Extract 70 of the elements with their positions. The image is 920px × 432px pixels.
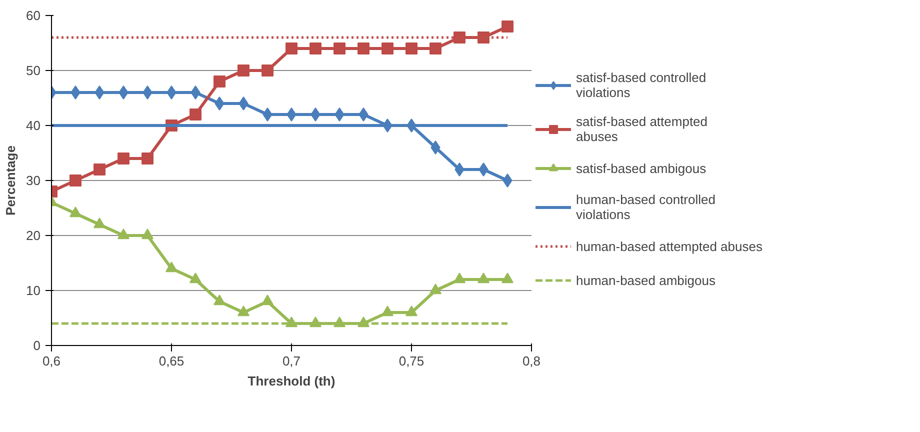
- point: [238, 96, 248, 110]
- point: [118, 86, 128, 100]
- point: [94, 218, 106, 228]
- legend-label: human-based attempted abuses: [576, 238, 762, 254]
- legend-label: human-based ambigous: [576, 272, 716, 288]
- legend-label: human-based controlled violations: [576, 192, 716, 222]
- point: [70, 174, 82, 186]
- point: [478, 32, 490, 44]
- point: [310, 108, 320, 122]
- point: [358, 42, 370, 54]
- y-tick-label: 10: [26, 283, 41, 298]
- y-tick-label: 60: [26, 8, 41, 23]
- point: [190, 86, 200, 100]
- point: [262, 64, 274, 76]
- point: [118, 228, 130, 240]
- point: [94, 86, 104, 100]
- y-tick-label: 30: [26, 173, 41, 188]
- x-tick-label: 0,8: [522, 354, 541, 368]
- point: [430, 284, 442, 294]
- point: [214, 96, 224, 110]
- point: [118, 152, 130, 164]
- y-tick-label: 20: [26, 228, 41, 243]
- point: [502, 20, 514, 32]
- point: [358, 108, 368, 122]
- point: [454, 272, 466, 284]
- point: [190, 272, 202, 284]
- point: [262, 108, 272, 122]
- point: [478, 272, 490, 284]
- point: [430, 140, 440, 154]
- y-tick-label: 0: [33, 338, 41, 353]
- point: [94, 164, 106, 176]
- point: [286, 108, 296, 122]
- x-tick-label: 0,65: [158, 354, 184, 368]
- point: [382, 306, 394, 316]
- point: [502, 174, 512, 188]
- point: [190, 108, 202, 120]
- legend-label: satisf-based controlled violations: [576, 70, 706, 100]
- point: [454, 32, 466, 44]
- point: [238, 306, 250, 316]
- point: [334, 42, 346, 54]
- x-tick-label: 0,7: [282, 354, 301, 368]
- point: [142, 152, 154, 164]
- point: [142, 86, 152, 100]
- point: [310, 42, 322, 54]
- x-axis-title: Threshold (th): [248, 374, 336, 388]
- x-tick-label: 0,75: [398, 354, 424, 368]
- point: [406, 306, 418, 316]
- x-tick-label: 0,6: [42, 354, 61, 368]
- point: [334, 108, 344, 122]
- point: [166, 86, 176, 100]
- point: [70, 86, 80, 100]
- point: [214, 294, 226, 306]
- y-tick-label: 40: [26, 118, 41, 133]
- legend-label: satisf-based attempted abuses: [576, 114, 708, 144]
- point: [286, 42, 298, 54]
- point: [262, 294, 274, 306]
- point: [502, 272, 514, 284]
- point: [238, 64, 250, 76]
- point: [70, 206, 82, 218]
- point: [214, 76, 226, 88]
- legend-label: satisf-based ambigous: [576, 160, 706, 176]
- y-axis-title: Percentage: [3, 145, 18, 216]
- point: [166, 262, 178, 272]
- point: [142, 228, 154, 240]
- point: [430, 42, 442, 54]
- point: [406, 42, 418, 54]
- y-tick-label: 50: [26, 63, 41, 78]
- point: [478, 162, 488, 176]
- point: [382, 42, 394, 54]
- point: [454, 162, 464, 176]
